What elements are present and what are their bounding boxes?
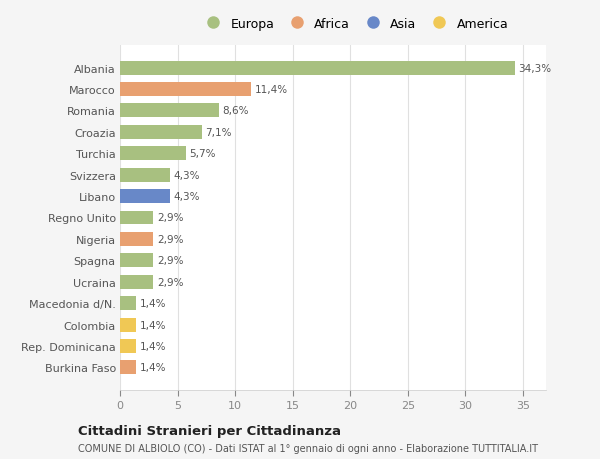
Bar <box>120 62 515 75</box>
Text: 2,9%: 2,9% <box>157 213 184 223</box>
Text: 7,1%: 7,1% <box>205 128 232 138</box>
Text: 1,4%: 1,4% <box>140 363 166 373</box>
Bar <box>120 211 154 225</box>
Bar <box>120 275 154 289</box>
Text: 2,9%: 2,9% <box>157 277 184 287</box>
Bar <box>120 339 136 353</box>
Bar <box>120 168 170 182</box>
Bar <box>120 254 154 268</box>
Text: 1,4%: 1,4% <box>140 298 166 308</box>
Text: 4,3%: 4,3% <box>173 192 199 202</box>
Text: 11,4%: 11,4% <box>255 85 288 95</box>
Text: 5,7%: 5,7% <box>189 149 215 159</box>
Bar <box>120 361 136 375</box>
Bar <box>120 232 154 246</box>
Text: 34,3%: 34,3% <box>518 63 551 73</box>
Text: 8,6%: 8,6% <box>223 106 249 116</box>
Bar <box>120 318 136 332</box>
Text: Cittadini Stranieri per Cittadinanza: Cittadini Stranieri per Cittadinanza <box>78 424 341 437</box>
Bar <box>120 147 185 161</box>
Legend: Europa, Africa, Asia, America: Europa, Africa, Asia, America <box>200 18 508 31</box>
Bar <box>120 297 136 310</box>
Text: COMUNE DI ALBIOLO (CO) - Dati ISTAT al 1° gennaio di ogni anno - Elaborazione TU: COMUNE DI ALBIOLO (CO) - Dati ISTAT al 1… <box>78 443 538 453</box>
Text: 4,3%: 4,3% <box>173 170 199 180</box>
Bar <box>120 104 219 118</box>
Text: 1,4%: 1,4% <box>140 341 166 351</box>
Bar <box>120 83 251 97</box>
Text: 1,4%: 1,4% <box>140 320 166 330</box>
Bar <box>120 190 170 204</box>
Text: 2,9%: 2,9% <box>157 256 184 266</box>
Bar <box>120 126 202 140</box>
Text: 2,9%: 2,9% <box>157 235 184 244</box>
